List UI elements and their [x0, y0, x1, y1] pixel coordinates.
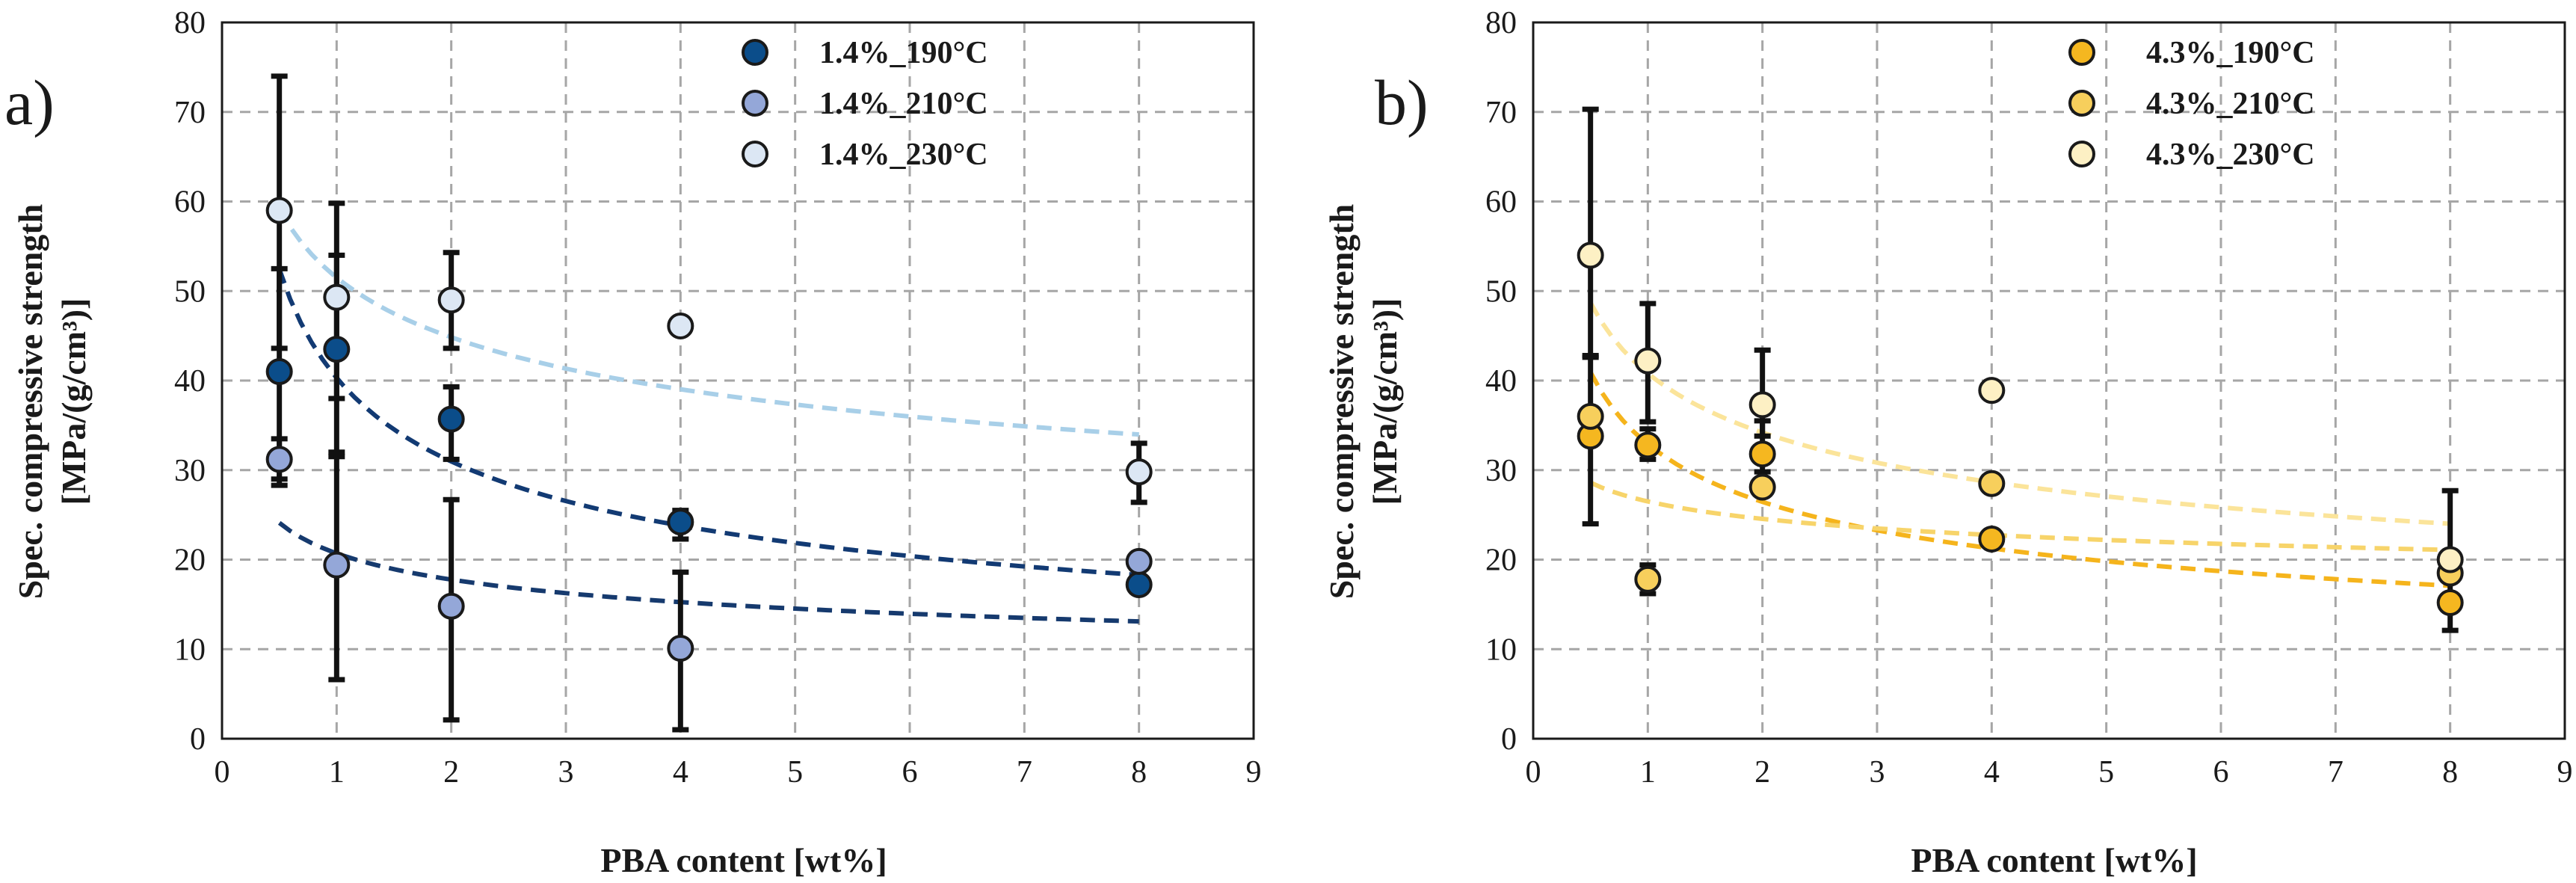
legend-marker-b-0: [2068, 39, 2095, 66]
x-tick-label-b-3: 3: [1870, 755, 1885, 790]
plot-frame-a: [221, 21, 1255, 740]
x-tick-label-a-6: 6: [902, 755, 918, 790]
x-tick-label-a-9: 9: [1246, 755, 1262, 790]
x-tick-label-a-5: 5: [787, 755, 803, 790]
data-point-a-2-1: [323, 283, 351, 311]
legend-marker-a-1: [742, 90, 768, 117]
panel-label-a: a): [4, 67, 55, 138]
y-tick-label-b-7: 70: [1485, 96, 1517, 130]
x-tick-label-b-1: 1: [1640, 755, 1656, 790]
data-point-a-2-2: [437, 286, 465, 314]
x-tick-label-b-7: 7: [2328, 755, 2344, 790]
legend-label-b-0: 4.3%_190°C: [2146, 36, 2315, 70]
x-tick-label-b-6: 6: [2213, 755, 2229, 790]
data-point-b-1-3: [1978, 470, 2006, 497]
data-point-a-2-3: [667, 312, 694, 339]
x-tick-label-a-0: 0: [215, 755, 230, 790]
data-point-a-1-2: [437, 592, 465, 620]
x-tick-label-b-5: 5: [2098, 755, 2114, 790]
y-tick-label-a-8: 80: [174, 6, 206, 40]
data-point-a-0-3: [667, 508, 694, 536]
y-tick-label-a-4: 40: [174, 364, 206, 399]
x-tick-label-a-7: 7: [1017, 755, 1032, 790]
x-tick-label-a-2: 2: [443, 755, 459, 790]
x-tick-label-b-9: 9: [2557, 755, 2573, 790]
y-tick-label-b-5: 50: [1485, 274, 1517, 309]
data-point-a-2-0: [265, 197, 293, 224]
x-tick-label-b-2: 2: [1754, 755, 1770, 790]
trendline-a-1: [277, 520, 1139, 624]
data-point-a-1-4: [1125, 547, 1153, 575]
data-point-a-0-1: [323, 336, 351, 363]
data-point-b-1-0: [1577, 402, 1604, 430]
y-tick-label-a-7: 70: [174, 96, 206, 130]
y-tick-label-a-0: 0: [190, 722, 206, 757]
y-tick-label-a-1: 10: [174, 633, 206, 667]
y-tick-label-a-5: 50: [174, 274, 206, 309]
y-tick-label-b-0: 0: [1501, 722, 1517, 757]
legend-label-b-1: 4.3%_210°C: [2146, 87, 2315, 121]
plot-area-b: 0 10 20 30 40 50 60 70 80 0 1 2 3 4 5 6 7 8 9 4.3%_190°C 4.3…: [1485, 6, 2573, 790]
data-point-a-0-4: [1125, 571, 1153, 599]
legend-label-a-1: 1.4%_210°C: [819, 87, 988, 121]
data-point-b-0-4: [2436, 588, 2464, 616]
legend-label-b-2: 4.3%_230°C: [2146, 138, 2315, 172]
data-point-a-2-4: [1125, 458, 1153, 486]
data-point-b-2-1: [1634, 347, 1662, 375]
y-axis-title-b-line2: [MPa/(g/cm³)]: [1366, 298, 1404, 505]
y-tick-label-b-6: 60: [1485, 185, 1517, 220]
legend-marker-a-0: [742, 39, 768, 66]
y-axis-title-a-line1: Spec. compressive strength: [11, 204, 49, 600]
data-point-b-2-3: [1978, 377, 2006, 404]
data-point-b-2-0: [1577, 241, 1604, 269]
y-tick-label-a-2: 20: [174, 544, 206, 578]
legend-marker-b-1: [2068, 90, 2095, 117]
data-point-a-0-0: [265, 358, 293, 386]
data-point-a-1-0: [265, 446, 293, 473]
data-point-a-0-2: [437, 405, 465, 433]
trendline-b-2: [1589, 301, 2450, 526]
trendline-b-1: [1589, 480, 2450, 553]
legend-marker-a-2: [742, 141, 768, 167]
y-tick-label-b-4: 40: [1485, 364, 1517, 399]
trendline-a-0: [277, 268, 1139, 577]
plot-frame-b: [1532, 21, 2566, 740]
data-point-b-2-4: [2436, 546, 2464, 573]
plot-area-a: 0 10 20 30 40 50 60 70 80 0 1 2 3 4 5 6 7 8 9 1.4%_190°C 1.4…: [174, 6, 1262, 790]
x-axis-title-a: PBA content [wt%]: [600, 841, 887, 879]
legend-label-a-0: 1.4%_190°C: [819, 36, 988, 70]
y-axis-title-a-line2: [MPa/(g/cm³)]: [55, 298, 93, 505]
x-tick-label-a-8: 8: [1131, 755, 1147, 790]
y-tick-label-b-8: 80: [1485, 6, 1517, 40]
x-tick-label-a-4: 4: [673, 755, 688, 790]
x-tick-label-a-1: 1: [329, 755, 345, 790]
x-tick-label-a-3: 3: [558, 755, 574, 790]
y-tick-label-b-1: 10: [1485, 633, 1517, 667]
y-tick-label-a-6: 60: [174, 185, 206, 220]
x-tick-label-b-8: 8: [2442, 755, 2458, 790]
y-tick-label-b-2: 20: [1485, 544, 1517, 578]
y-tick-label-b-3: 30: [1485, 454, 1517, 488]
x-tick-label-b-4: 4: [1984, 755, 2000, 790]
legend-label-a-2: 1.4%_230°C: [819, 138, 988, 172]
data-point-b-0-2: [1748, 440, 1776, 468]
data-point-b-0-3: [1978, 525, 2006, 553]
data-point-b-1-2: [1748, 473, 1776, 501]
data-point-a-1-1: [323, 551, 351, 579]
legend-marker-b-2: [2068, 141, 2095, 167]
chart-panel-a: 0 10 20 30 40 50 60 70 80 0 1 2 3 4 5 6 7 8 9 1.4%_190°C 1.4…: [4, 6, 1262, 879]
data-point-b-2-2: [1748, 391, 1776, 419]
panel-label-b: b): [1375, 67, 1429, 138]
y-axis-title-b-line1: Spec. compressive strength: [1322, 204, 1361, 600]
trendline-a-2: [277, 208, 1139, 437]
x-axis-title-b: PBA content [wt%]: [1911, 841, 2197, 879]
trendline-b-0: [1589, 371, 2450, 588]
data-point-b-1-1: [1634, 565, 1662, 593]
x-tick-label-b-0: 0: [1526, 755, 1541, 790]
chart-panel-b: 0 10 20 30 40 50 60 70 80 0 1 2 3 4 5 6 7 8 9 4.3%_190°C 4.3…: [1322, 6, 2573, 879]
data-point-a-1-3: [667, 635, 694, 662]
y-tick-label-a-3: 30: [174, 454, 206, 488]
data-point-b-0-1: [1634, 431, 1662, 459]
